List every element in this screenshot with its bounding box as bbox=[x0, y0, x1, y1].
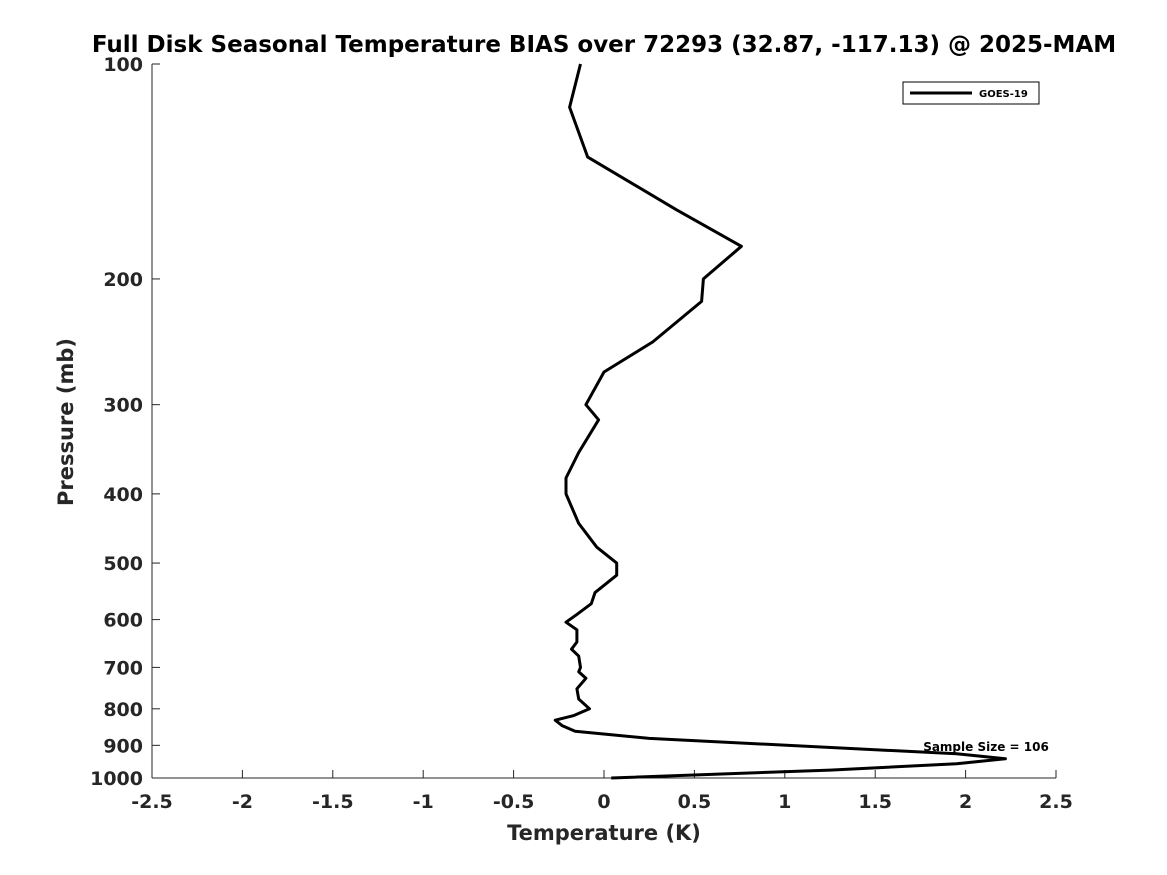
x-tick-label: -0.5 bbox=[493, 791, 535, 813]
plot-area bbox=[151, 64, 1056, 779]
x-tick-label: -2 bbox=[232, 791, 253, 813]
x-tick-label: -1.5 bbox=[312, 791, 354, 813]
x-tick-label: -2.5 bbox=[131, 791, 173, 813]
y-tick-label: 700 bbox=[103, 657, 143, 679]
x-tick-label: 0.5 bbox=[678, 791, 712, 813]
y-tick-label: 500 bbox=[103, 553, 143, 575]
legend-entry-goes-19: GOES-19 bbox=[979, 89, 1028, 100]
y-tick-label: 600 bbox=[103, 610, 143, 632]
y-axis: 100 200 300 400 500 600 700 800 900 1000 bbox=[90, 54, 160, 790]
legend: GOES-19 bbox=[902, 81, 1040, 105]
y-axis-label: Pressure (mb) bbox=[54, 338, 78, 506]
x-tick-label: 2 bbox=[959, 791, 972, 813]
series-line-goes-19 bbox=[553, 63, 1007, 780]
y-tick-label: 100 bbox=[103, 54, 143, 76]
y-tick-label: 800 bbox=[103, 699, 143, 721]
x-tick-label: -1 bbox=[413, 791, 434, 813]
y-tick-label: 300 bbox=[103, 395, 143, 417]
x-tick-label: 0 bbox=[597, 791, 610, 813]
y-tick-label: 200 bbox=[103, 269, 143, 291]
chart-title: Full Disk Seasonal Temperature BIAS over… bbox=[92, 32, 1116, 58]
y-tick-label: 900 bbox=[103, 735, 143, 757]
y-tick-label: 400 bbox=[103, 484, 143, 506]
x-axis: -2.5 -2 -1.5 -1 -0.5 0 0.5 1 1.5 2 2.5 bbox=[131, 770, 1073, 813]
x-tick-label: 2.5 bbox=[1039, 791, 1073, 813]
y-tick-label: 1000 bbox=[90, 768, 143, 790]
x-axis-label: Temperature (K) bbox=[507, 821, 701, 845]
sample-size-annotation: Sample Size = 106 bbox=[923, 740, 1049, 754]
series-layer bbox=[553, 63, 1007, 780]
x-tick-label: 1.5 bbox=[858, 791, 892, 813]
x-tick-label: 1 bbox=[778, 791, 791, 813]
